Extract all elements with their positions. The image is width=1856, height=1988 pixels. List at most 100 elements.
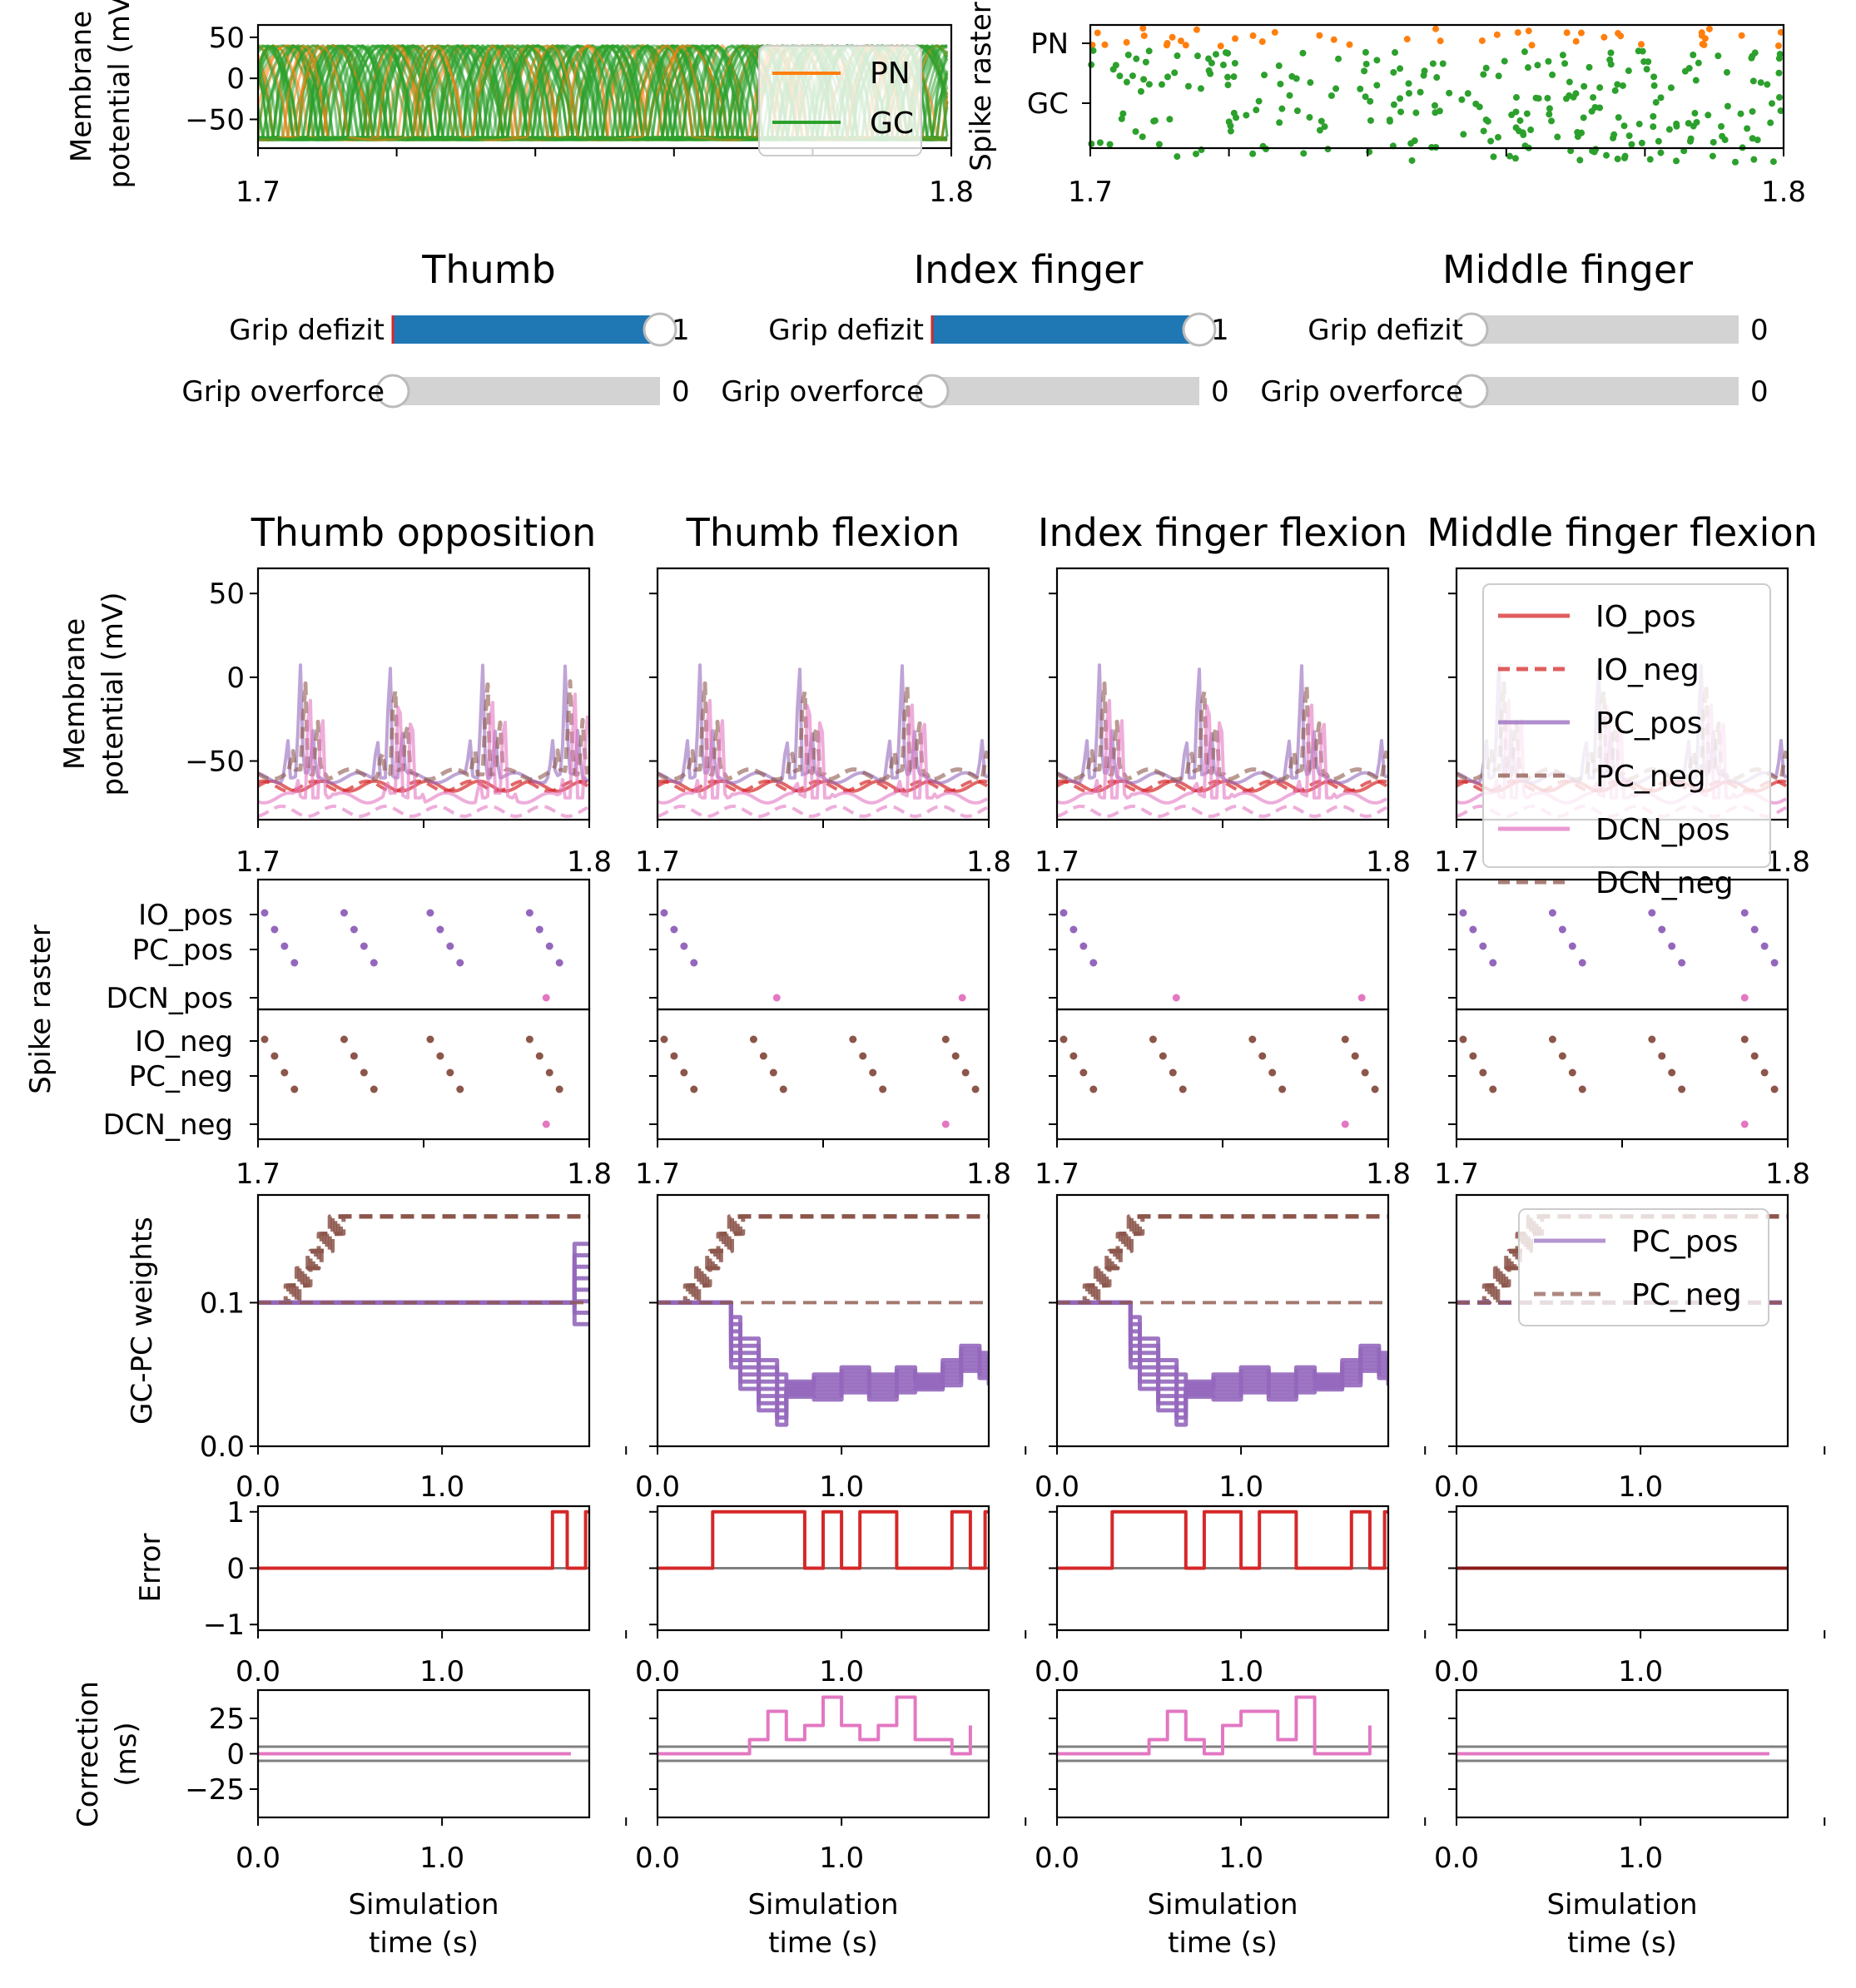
y-tick-label: 0 xyxy=(226,62,245,96)
pc-neg-spike xyxy=(1060,1035,1068,1044)
pn-spike xyxy=(1139,25,1147,32)
gc-spike xyxy=(1405,90,1412,97)
membrane-trace xyxy=(1057,698,1387,805)
correction-ylabel: Correction (ms) xyxy=(72,1681,143,1827)
raster-pos-axes xyxy=(656,878,990,1011)
pc-pos-weight-trace xyxy=(658,1300,989,1386)
legend-label: PC_pos xyxy=(1631,1225,1738,1259)
dcn-neg-spike xyxy=(1740,1120,1749,1128)
gc-spike xyxy=(1184,82,1192,90)
pc-neg-spike xyxy=(270,1052,279,1060)
gc-spike xyxy=(1249,150,1257,157)
raster-neg-axes xyxy=(1455,1008,1789,1141)
error-ylabel-line: Error xyxy=(134,1534,167,1603)
correction-ylabel-line: Correction xyxy=(72,1681,105,1827)
gc-spike xyxy=(1719,132,1726,140)
pc-neg-spike xyxy=(1770,1085,1779,1093)
pn-spike xyxy=(1738,32,1745,39)
gc-spike xyxy=(1412,109,1420,117)
gc-spike xyxy=(1174,153,1181,161)
x-tick-label: 1.8 xyxy=(567,1158,612,1191)
pc-pos-spike xyxy=(426,909,434,917)
gc-spike xyxy=(1693,118,1700,126)
gc-spike xyxy=(1635,47,1642,55)
pc-neg-spike xyxy=(971,1085,980,1093)
gc-spike xyxy=(1124,51,1132,58)
pc-neg-spike xyxy=(525,1035,533,1044)
y-tick-label: 0 xyxy=(226,1553,245,1586)
gc-spike xyxy=(1243,112,1250,119)
pc-neg-spike xyxy=(1668,1068,1676,1077)
gc-spike xyxy=(1133,55,1140,62)
gc-spike xyxy=(1638,139,1645,146)
gc-spike xyxy=(1673,157,1680,165)
pc-neg-weight-trace xyxy=(1057,1214,1388,1305)
pn-spike xyxy=(1169,33,1176,41)
pc-neg-spike xyxy=(1558,1052,1566,1060)
gc-spike xyxy=(1710,138,1717,146)
gc-spike xyxy=(1580,114,1587,121)
legend-label-pn: PN xyxy=(870,57,911,91)
pc-pos-spike xyxy=(270,925,279,934)
pc-pos-spike xyxy=(545,942,553,950)
pc-neg-spike xyxy=(1740,1035,1749,1044)
dcn-pos-spike xyxy=(772,994,781,1002)
gc-spike xyxy=(1619,82,1626,89)
gc-spike xyxy=(1646,156,1654,163)
pc-neg-spike xyxy=(680,1068,688,1077)
dcn-pos-spike xyxy=(958,994,966,1002)
x-tick-label: 1.8 xyxy=(966,1158,1011,1191)
x-tick-label: 1.8 xyxy=(929,176,974,209)
pc-neg-spike xyxy=(1258,1052,1267,1060)
pc-neg-spike xyxy=(545,1068,553,1077)
gc-spike xyxy=(1749,77,1757,85)
gc-spike xyxy=(1472,100,1480,107)
pc-neg-spike xyxy=(370,1085,378,1093)
slider-fill xyxy=(932,315,1199,344)
pn-spike xyxy=(1163,42,1170,49)
pc-neg-weight-trace xyxy=(1457,1214,1788,1305)
gc-spike xyxy=(1460,131,1467,138)
legend-label: PC_neg xyxy=(1631,1278,1742,1312)
gc-spike xyxy=(1657,94,1665,102)
slider-value: 0 xyxy=(1211,375,1229,409)
gc-spike xyxy=(1119,110,1127,117)
y-tick-label: −25 xyxy=(185,1773,245,1807)
pc-pos-spike xyxy=(1069,925,1078,934)
legend-label-gc: GC xyxy=(870,107,914,141)
gc-spike xyxy=(1685,64,1693,72)
x-tick-label: 1.7 xyxy=(1434,1158,1479,1191)
pc-neg-spike xyxy=(749,1035,757,1044)
plot-area xyxy=(258,1745,589,1762)
pn-spike xyxy=(1177,37,1184,45)
pc-pos-spike xyxy=(1568,942,1576,950)
gc-spike xyxy=(1373,82,1381,89)
weights-axes xyxy=(1055,1193,1390,1448)
gc-spike xyxy=(1554,133,1561,141)
gc-spike xyxy=(1397,95,1404,102)
pn-spike xyxy=(1705,25,1713,32)
gc-spike xyxy=(1408,156,1416,164)
gc-spike xyxy=(1116,72,1124,80)
gc-spike xyxy=(1171,69,1179,77)
pc-pos-spike xyxy=(690,959,698,967)
gc-spike xyxy=(1625,132,1633,140)
pc-neg-spike xyxy=(340,1035,348,1044)
pc-pos-spike xyxy=(360,942,368,950)
correction-ylabel-line: (ms) xyxy=(110,1722,143,1786)
pc-neg-spike xyxy=(1648,1035,1656,1044)
weights-axes xyxy=(1455,1193,1789,1448)
gc-spike xyxy=(1607,49,1615,57)
correction-trace xyxy=(658,1695,972,1756)
slider-value: 0 xyxy=(1750,375,1769,409)
gc-spike xyxy=(1559,52,1566,59)
legend-label: PC_neg xyxy=(1595,760,1706,794)
gc-spike xyxy=(1620,122,1628,130)
gc-spike xyxy=(1596,104,1604,112)
gc-spike xyxy=(1544,94,1551,102)
x-tick-label: 1.8 xyxy=(567,845,612,879)
pc-pos-spike xyxy=(1648,909,1656,917)
gc-spike xyxy=(1705,112,1712,119)
y-tick-label: 0.0 xyxy=(200,1430,245,1464)
pc-neg-spike xyxy=(350,1052,358,1060)
